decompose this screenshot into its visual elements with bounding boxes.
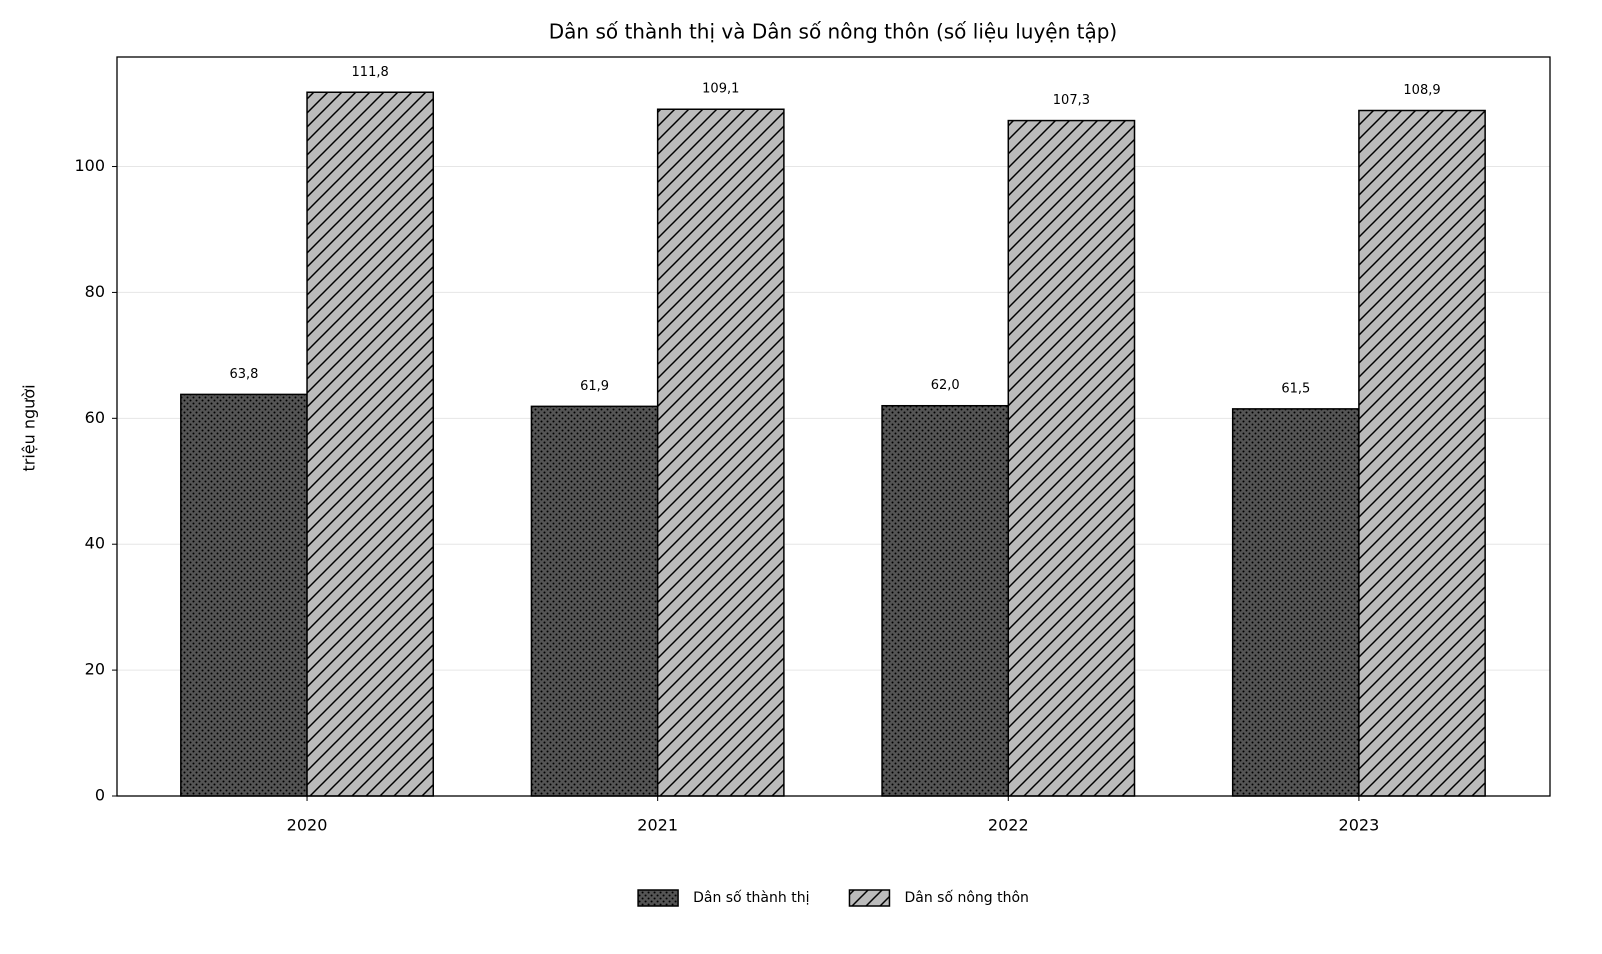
value-label: 63,8 <box>229 367 258 382</box>
value-label: 62,0 <box>931 378 960 393</box>
value-label: 61,5 <box>1281 381 1310 396</box>
bar <box>656 108 785 797</box>
x-tick-label: 2023 <box>1339 816 1380 835</box>
legend-label: Dân số thành thị <box>693 889 809 906</box>
chart-title: Dân số thành thị và Dân số nông thôn (số… <box>549 20 1117 44</box>
value-label: 109,1 <box>702 82 739 97</box>
bar <box>1231 408 1360 797</box>
legend: Dân số thành thị Dân số nông thôn <box>637 889 1029 907</box>
y-axis-label: triệu người <box>20 384 39 471</box>
y-tick-label: 80 <box>85 282 105 301</box>
bar <box>881 404 1010 797</box>
x-tick-label: 2020 <box>287 816 328 835</box>
legend-swatch <box>848 889 891 907</box>
bar <box>306 91 435 797</box>
value-label: 111,8 <box>352 65 389 80</box>
y-tick-label: 20 <box>85 660 105 679</box>
value-label: 107,3 <box>1053 93 1090 108</box>
bar <box>1007 119 1136 797</box>
bar <box>1358 109 1486 797</box>
legend-swatch <box>637 889 679 907</box>
legend-label: Dân số nông thôn <box>904 889 1028 906</box>
y-tick-label: 0 <box>95 786 105 805</box>
bar <box>530 405 659 797</box>
y-tick-label: 100 <box>74 156 105 175</box>
y-tick-label: 60 <box>85 408 105 427</box>
plot-frame <box>116 56 1551 797</box>
x-tick-label: 2021 <box>637 816 678 835</box>
value-label: 61,9 <box>580 379 609 394</box>
bar <box>180 393 308 797</box>
y-tick-label: 40 <box>85 534 105 553</box>
x-tick-label: 2022 <box>988 816 1029 835</box>
value-label: 108,9 <box>1403 83 1440 98</box>
